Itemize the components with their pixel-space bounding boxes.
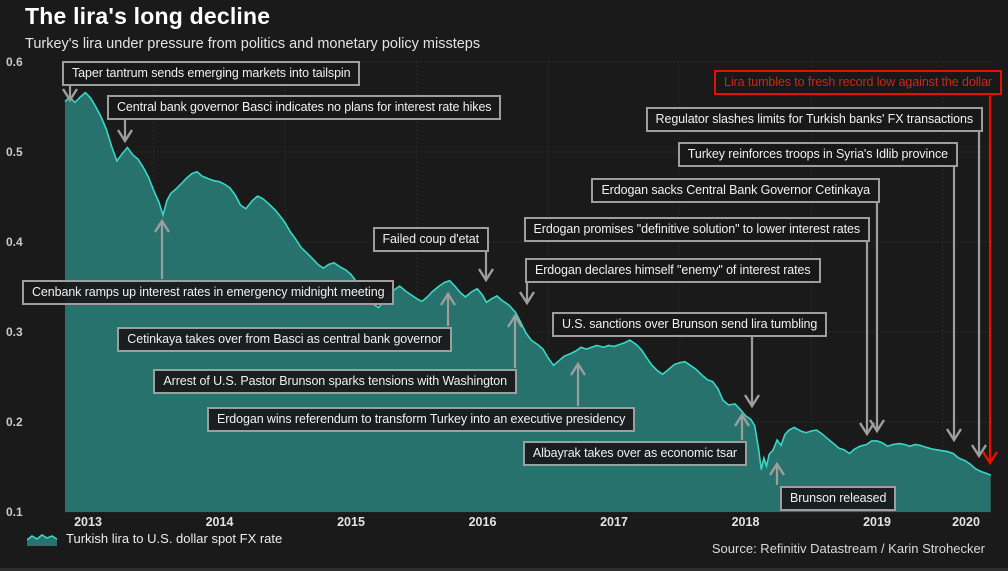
annotation-arrow-head-icon: [116, 129, 134, 144]
lira-line: [64, 91, 991, 476]
y-tick-label: 0.4: [6, 235, 23, 249]
annotation-box-10: Albayrak takes over as economic tsar: [522, 441, 747, 466]
annotation-arrow-head-icon: [970, 444, 988, 459]
annotation-arrow-head-icon: [868, 419, 886, 434]
annotation-box-14: Turkey reinforces troops in Syria's Idli…: [677, 142, 958, 167]
y-tick-label: 0.5: [6, 145, 23, 159]
y-tick-label: 0.3: [6, 325, 23, 339]
y-tick-label: 0.1: [6, 505, 23, 519]
x-tick-label: 2018: [731, 515, 760, 529]
annotation-box-9: U.S. sanctions over Brunson send lira tu…: [552, 312, 828, 337]
annotation-box-13: Erdogan sacks Central Bank Governor Ceti…: [591, 178, 880, 203]
annotation-arrow-head-icon: [153, 218, 171, 233]
annotation-arrow-head-icon: [768, 461, 786, 476]
y-tick-label: 0.6: [6, 55, 23, 69]
annotation-arrow-head-icon: [569, 361, 587, 376]
annotation-arrow-head-icon: [743, 394, 761, 409]
chart-subtitle: Turkey's lira under pressure from politi…: [25, 36, 481, 52]
annotation-box-6: Erdogan declares himself "enemy" of inte…: [525, 258, 821, 283]
legend-label: Turkish lira to U.S. dollar spot FX rate: [66, 531, 283, 546]
annotation-box-16: Lira tumbles to fresh record low against…: [714, 70, 1002, 95]
annotation-box-4: Cetinkaya takes over from Basci as centr…: [117, 327, 452, 352]
annotation-arrow-head-icon: [981, 451, 999, 466]
x-tick-label: 2015: [337, 515, 365, 529]
annotation-box-15: Regulator slashes limits for Turkish ban…: [645, 107, 983, 132]
x-tick-label: 2016: [468, 515, 497, 529]
x-tick-label: 2020: [952, 515, 980, 529]
x-tick-label: 2013: [74, 515, 102, 529]
annotation-arrow-head-icon: [477, 268, 495, 283]
annotation-box-1: Taper tantrum sends emerging markets int…: [62, 61, 361, 86]
source-credit: Source: Refinitiv Datastream / Karin Str…: [711, 541, 985, 556]
annotation-arrow-head-icon: [61, 88, 79, 103]
page-title: The lira's long decline: [25, 3, 271, 29]
annotation-box-3: Cenbank ramps up interest rates in emerg…: [22, 280, 395, 305]
x-tick-label: 2019: [863, 515, 891, 529]
annotation-box-12: Erdogan promises "definitive solution" t…: [523, 217, 870, 242]
annotation-box-8: Erdogan wins referendum to transform Tur…: [207, 407, 636, 432]
annotation-arrow-head-icon: [506, 313, 524, 328]
annotation-box-5: Failed coup d'etat: [372, 227, 489, 252]
y-tick-label: 0.2: [6, 415, 23, 429]
annotation-box-2: Central bank governor Basci indicates no…: [107, 95, 502, 120]
x-tick-label: 2017: [600, 515, 628, 529]
annotation-box-11: Brunson released: [780, 486, 897, 511]
annotation-arrow-head-icon: [518, 291, 536, 306]
legend: Turkish lira to U.S. dollar spot FX rate: [27, 531, 282, 546]
annotation-box-7: Arrest of U.S. Pastor Brunson sparks ten…: [153, 369, 517, 394]
annotation-arrow-head-icon: [945, 428, 963, 443]
x-tick-label: 2014: [205, 515, 234, 529]
bottom-divider: [0, 568, 1008, 571]
annotation-arrow-head-icon: [439, 291, 457, 306]
legend-area-swatch-icon: [27, 533, 57, 546]
annotation-arrow-head-icon: [858, 422, 876, 437]
annotation-arrow-head-icon: [733, 412, 751, 427]
